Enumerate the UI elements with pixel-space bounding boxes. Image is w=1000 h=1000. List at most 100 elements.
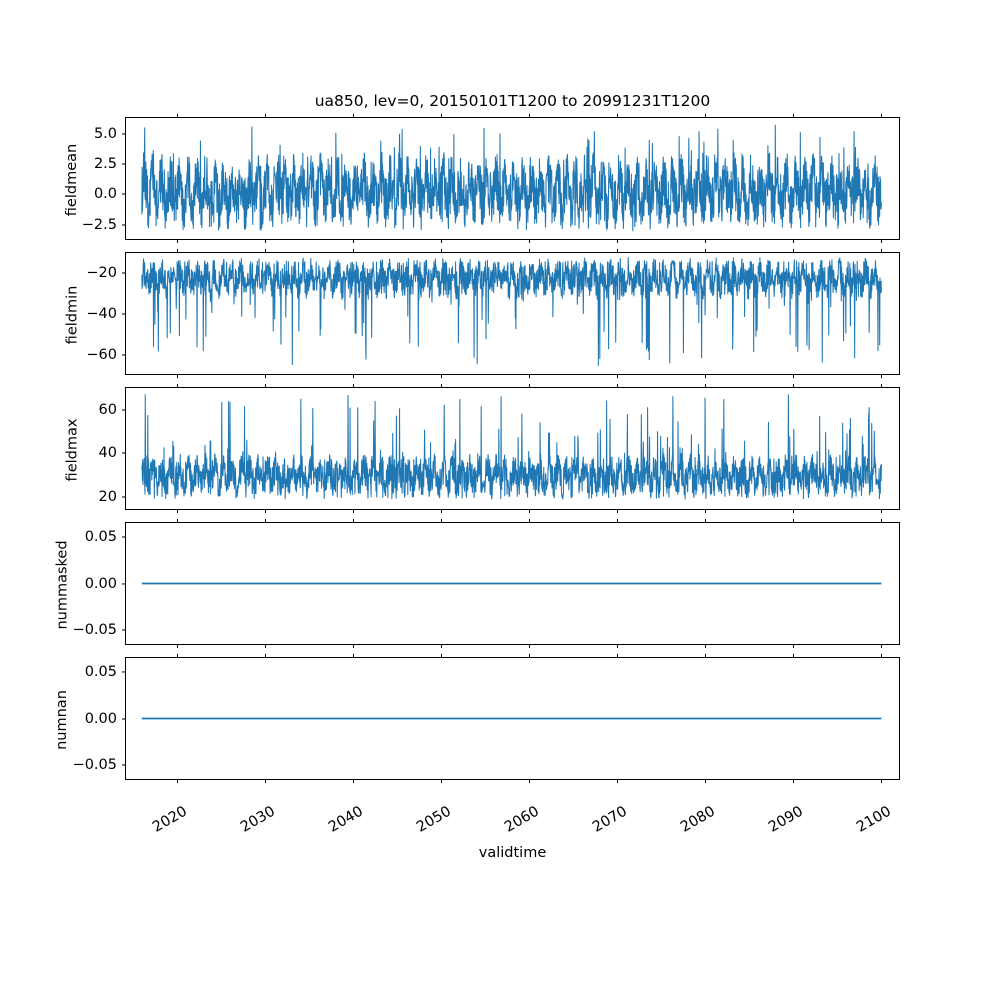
y-axis-label-numnan: numnan (53, 689, 70, 750)
y-tick-label-fieldmean: 0.0 (93, 186, 117, 203)
x-tick-mark-top (353, 383, 355, 388)
y-tick-label-nummasked: −0.05 (72, 622, 117, 639)
x-tick-mark-top (265, 248, 267, 253)
subplot-numnan: 0.05 0.00 −0.05 numnan 2020 2030 2040 2050 2060 2… (54, 653, 900, 836)
y-tick-label-fieldmean: −2.5 (81, 216, 117, 233)
y-tick-mark (121, 272, 126, 274)
x-tick-label: 2100 (854, 803, 895, 836)
x-tick-mark (441, 644, 443, 649)
x-tick-mark-top (705, 248, 707, 253)
y-tick-mark (121, 717, 126, 720)
x-tick-mark (177, 779, 179, 784)
y-tick-mark (121, 133, 126, 135)
x-tick-mark (353, 239, 355, 244)
x-tick-mark (705, 644, 707, 649)
x-tick-mark-top (529, 248, 531, 253)
subplot-nummasked: 0.050.00−0.05nummasked202020302040205020… (54, 518, 900, 701)
x-tick-mark (177, 644, 179, 649)
x-tick-mark (265, 374, 267, 379)
y-tick-label-nummasked: 0.05 (84, 528, 117, 545)
x-tick-mark (265, 644, 267, 649)
x-tick-mark (617, 374, 619, 379)
y-axis-label-fieldmin: fieldmin (63, 285, 80, 344)
x-tick-mark-top (881, 653, 883, 658)
x-tick-mark-top (265, 383, 267, 388)
y-tick-mark (121, 582, 126, 585)
plot-area-nummasked (126, 523, 899, 644)
x-tick-mark (793, 779, 795, 784)
subplot-fieldmin: −20−40−60fieldmin20202030204020502060207… (64, 248, 900, 431)
y-tick-mark (121, 629, 126, 631)
x-tick-mark (529, 239, 531, 244)
x-tick-mark-top (353, 248, 355, 253)
series-line-fieldmax (141, 394, 882, 500)
series-line-nummasked (141, 582, 882, 585)
x-tick-mark (529, 374, 531, 379)
x-tick-mark-top (529, 383, 531, 388)
x-tick-mark (177, 239, 179, 244)
x-tick-mark (353, 509, 355, 514)
y-tick-label-fieldmin: −40 (86, 306, 117, 323)
x-tick-mark-top (617, 383, 619, 388)
x-tick-mark-top (529, 653, 531, 658)
x-tick-mark (705, 509, 707, 514)
x-tick-mark (265, 779, 267, 784)
x-tick-mark-top (793, 113, 795, 118)
y-tick-mark (121, 496, 126, 498)
x-tick-mark (881, 644, 883, 649)
y-tick-label-fieldmax: 60 (98, 401, 117, 418)
x-axis-label: validtime (478, 845, 547, 861)
x-tick-label: 2030 (238, 803, 279, 836)
y-tick-label-nummasked: 0.00 (84, 575, 117, 592)
x-tick-mark (793, 509, 795, 514)
y-tick-mark (121, 193, 126, 195)
y-axis-label-nummasked: nummasked (54, 539, 71, 630)
y-tick-mark (121, 409, 126, 411)
x-tick-mark-top (441, 248, 443, 253)
x-tick-mark (617, 509, 619, 514)
plot-area-fieldmean (126, 118, 899, 239)
x-tick-mark (705, 239, 707, 244)
x-tick-mark (617, 239, 619, 244)
x-tick-mark (793, 374, 795, 379)
x-tick-label: 2080 (678, 803, 719, 836)
x-tick-mark-top (881, 248, 883, 253)
series-line-numnan (141, 717, 882, 720)
series-line-fieldmin (141, 257, 882, 367)
x-tick-mark (441, 374, 443, 379)
y-axis-label-fieldmean: fieldmean (64, 143, 81, 216)
x-tick-mark-top (353, 113, 355, 118)
subplot-fieldmax: 604020fieldmax20202030204020502060207020… (64, 383, 900, 566)
series-path-fieldmax (141, 394, 882, 500)
x-tick-mark-top (177, 653, 179, 658)
x-tick-mark-top (705, 383, 707, 388)
y-tick-mark (121, 163, 126, 165)
subplot-fieldmean: 5.02.50.0−2.5fieldmean202020302040205020… (64, 113, 900, 296)
x-tick-mark-top (177, 248, 179, 253)
x-tick-mark-top (441, 383, 443, 388)
x-tick-mark-top (793, 653, 795, 658)
x-tick-mark-top (617, 113, 619, 118)
x-tick-mark-top (529, 113, 531, 118)
x-tick-label: 2020 (150, 803, 191, 836)
x-tick-mark-top (793, 518, 795, 523)
x-tick-mark (529, 779, 531, 784)
x-tick-mark-top (617, 653, 619, 658)
series-line-fieldmean (141, 124, 882, 232)
x-tick-mark-top (705, 518, 707, 523)
x-tick-mark-top (441, 653, 443, 658)
x-tick-mark (353, 644, 355, 649)
x-tick-mark (617, 779, 619, 784)
x-tick-mark (353, 374, 355, 379)
x-tick-mark (617, 644, 619, 649)
y-tick-label-fieldmax: 20 (98, 489, 117, 505)
y-tick-mark (121, 224, 126, 226)
y-tick-mark (121, 313, 126, 315)
x-tick-mark (441, 509, 443, 514)
x-tick-mark (705, 779, 707, 784)
y-tick-mark (121, 671, 126, 673)
x-tick-mark (881, 374, 883, 379)
x-tick-mark (881, 509, 883, 514)
x-tick-mark-top (881, 518, 883, 523)
